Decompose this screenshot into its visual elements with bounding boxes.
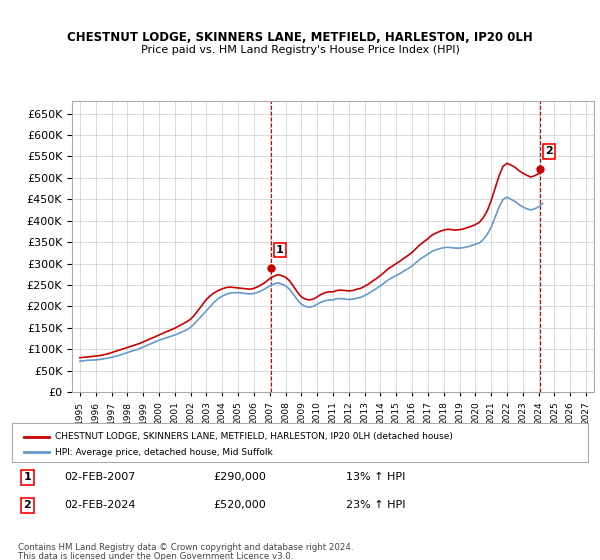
Text: CHESTNUT LODGE, SKINNERS LANE, METFIELD, HARLESTON, IP20 0LH (detached house): CHESTNUT LODGE, SKINNERS LANE, METFIELD,… (55, 432, 453, 441)
Text: Price paid vs. HM Land Registry's House Price Index (HPI): Price paid vs. HM Land Registry's House … (140, 45, 460, 55)
Text: 1: 1 (23, 473, 31, 482)
FancyBboxPatch shape (12, 423, 588, 462)
Text: 02-FEB-2024: 02-FEB-2024 (64, 501, 136, 510)
Text: HPI: Average price, detached house, Mid Suffolk: HPI: Average price, detached house, Mid … (55, 447, 273, 457)
Text: This data is licensed under the Open Government Licence v3.0.: This data is licensed under the Open Gov… (18, 552, 293, 560)
Text: 02-FEB-2007: 02-FEB-2007 (64, 473, 135, 482)
Text: Contains HM Land Registry data © Crown copyright and database right 2024.: Contains HM Land Registry data © Crown c… (18, 543, 353, 552)
Text: 13% ↑ HPI: 13% ↑ HPI (346, 473, 406, 482)
Text: 2: 2 (545, 146, 553, 156)
Text: £520,000: £520,000 (214, 501, 266, 510)
Text: 23% ↑ HPI: 23% ↑ HPI (346, 501, 406, 510)
Text: CHESTNUT LODGE, SKINNERS LANE, METFIELD, HARLESTON, IP20 0LH: CHESTNUT LODGE, SKINNERS LANE, METFIELD,… (67, 31, 533, 44)
Text: 1: 1 (276, 245, 284, 255)
Text: 2: 2 (23, 501, 31, 510)
Text: £290,000: £290,000 (214, 473, 266, 482)
